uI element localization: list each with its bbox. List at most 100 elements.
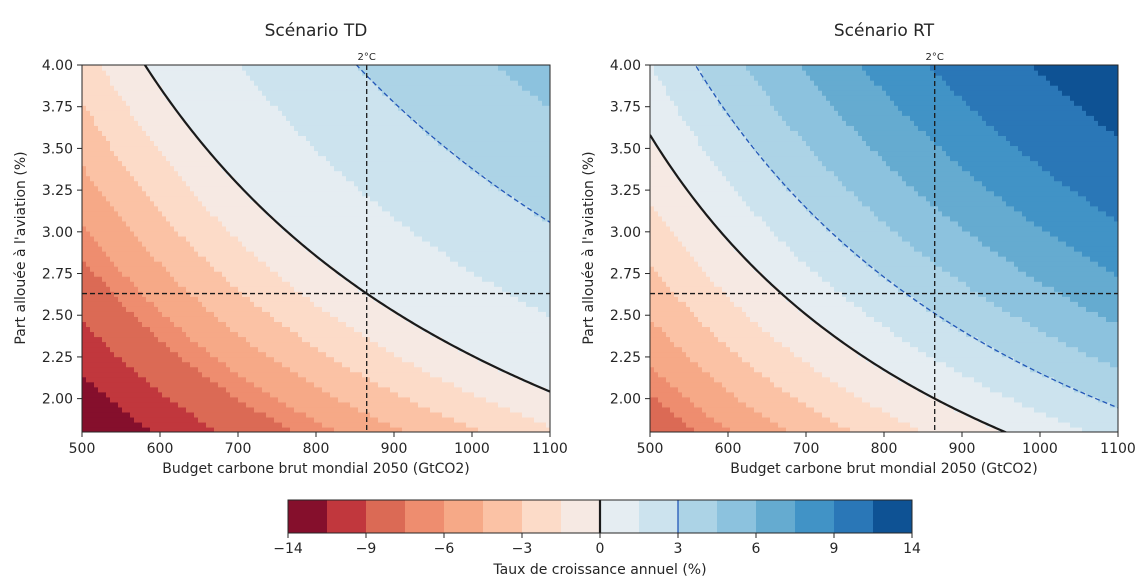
heatmap-cell	[94, 185, 99, 192]
heatmap-cell	[306, 276, 311, 282]
heatmap-cell	[194, 70, 199, 76]
heatmap-cell	[302, 386, 307, 393]
heatmap-cell	[98, 396, 103, 403]
heatmap-cell	[230, 145, 235, 152]
heatmap-cell	[322, 110, 327, 116]
heatmap-cell	[302, 416, 307, 423]
heatmap-cell	[218, 256, 223, 262]
heatmap-cell	[326, 386, 331, 393]
heatmap-cell	[258, 145, 263, 152]
heatmap-cell	[186, 286, 191, 292]
heatmap-cell	[274, 261, 279, 267]
heatmap-cell	[142, 411, 147, 418]
heatmap-cell	[142, 426, 147, 432]
heatmap-cell	[206, 391, 211, 398]
heatmap-cell	[162, 371, 167, 378]
heatmap-cell	[266, 336, 271, 343]
heatmap-cell	[342, 401, 347, 408]
heatmap-cell	[318, 125, 323, 131]
heatmap-cell	[246, 110, 251, 116]
heatmap-cell	[94, 411, 99, 418]
heatmap-cell	[318, 235, 323, 242]
heatmap-cell	[102, 281, 107, 287]
heatmap-cell	[258, 180, 263, 187]
heatmap-cell	[238, 80, 243, 86]
heatmap-cell	[274, 65, 279, 71]
heatmap-cell	[114, 145, 119, 152]
heatmap-cell	[162, 296, 167, 302]
heatmap-cell	[278, 225, 283, 232]
heatmap-cell	[282, 251, 287, 257]
heatmap-cell	[282, 361, 287, 368]
heatmap-cell	[290, 95, 295, 101]
heatmap-cell	[350, 125, 355, 131]
heatmap-cell	[194, 95, 199, 101]
heatmap-cell	[286, 180, 291, 187]
heatmap-cell	[326, 235, 331, 242]
heatmap-cell	[146, 120, 151, 126]
heatmap-cell	[134, 235, 139, 242]
heatmap-cell	[242, 140, 247, 147]
heatmap-cell	[318, 180, 323, 187]
heatmap-cell	[258, 220, 263, 227]
heatmap-cell	[210, 110, 215, 116]
heatmap-cell	[322, 326, 327, 333]
heatmap-cell	[122, 296, 127, 302]
heatmap-cell	[214, 296, 219, 302]
heatmap-cell	[130, 105, 135, 111]
heatmap-cell	[118, 110, 123, 116]
heatmap-cell	[298, 190, 303, 197]
heatmap-cell	[258, 100, 263, 106]
heatmap-cell	[322, 70, 327, 76]
heatmap-cell	[146, 155, 151, 162]
heatmap-cell	[274, 235, 279, 242]
heatmap-cell	[302, 95, 307, 101]
heatmap-cell	[114, 311, 119, 317]
heatmap-cell	[90, 65, 95, 71]
heatmap-cell	[166, 286, 171, 292]
heatmap-cell	[210, 165, 215, 172]
heatmap-cell	[250, 90, 255, 96]
heatmap-cell	[330, 200, 335, 207]
heatmap-cell	[278, 356, 283, 363]
heatmap-cell	[102, 200, 107, 207]
heatmap-cell	[286, 195, 291, 202]
heatmap-cell	[322, 426, 327, 432]
heatmap-cell	[238, 316, 243, 322]
heatmap-cell	[142, 100, 147, 106]
heatmap-cell	[278, 341, 283, 348]
heatmap-cell	[126, 346, 131, 353]
heatmap-cell	[130, 210, 135, 217]
heatmap-cell	[270, 376, 275, 383]
heatmap-cell	[146, 195, 151, 202]
heatmap-cell	[86, 180, 91, 187]
heatmap-cell	[318, 155, 323, 162]
heatmap-cell	[342, 361, 347, 368]
heatmap-cell	[330, 381, 335, 388]
heatmap-cell	[102, 346, 107, 353]
heatmap-cell	[306, 240, 311, 247]
heatmap-cell	[314, 75, 319, 81]
heatmap-cell	[262, 326, 267, 333]
heatmap-cell	[262, 95, 267, 101]
heatmap-cell	[118, 170, 123, 177]
heatmap-cell	[326, 416, 331, 423]
heatmap-cell	[322, 401, 327, 408]
heatmap-cell	[310, 85, 315, 91]
heatmap-cell	[94, 220, 99, 227]
heatmap-cell	[194, 75, 199, 81]
heatmap-cell	[214, 331, 219, 338]
heatmap-cell	[322, 65, 327, 71]
heatmap-cell	[178, 266, 183, 272]
heatmap-cell	[134, 220, 139, 227]
heatmap-cell	[162, 316, 167, 322]
heatmap-cell	[194, 85, 199, 91]
heatmap-cell	[154, 366, 159, 373]
heatmap-cell	[206, 90, 211, 96]
heatmap-cell	[142, 356, 147, 363]
heatmap-cell	[238, 351, 243, 358]
heatmap-cell	[346, 336, 351, 343]
heatmap-cell	[242, 85, 247, 91]
heatmap-cell	[126, 386, 131, 393]
heatmap-cell	[330, 70, 335, 76]
